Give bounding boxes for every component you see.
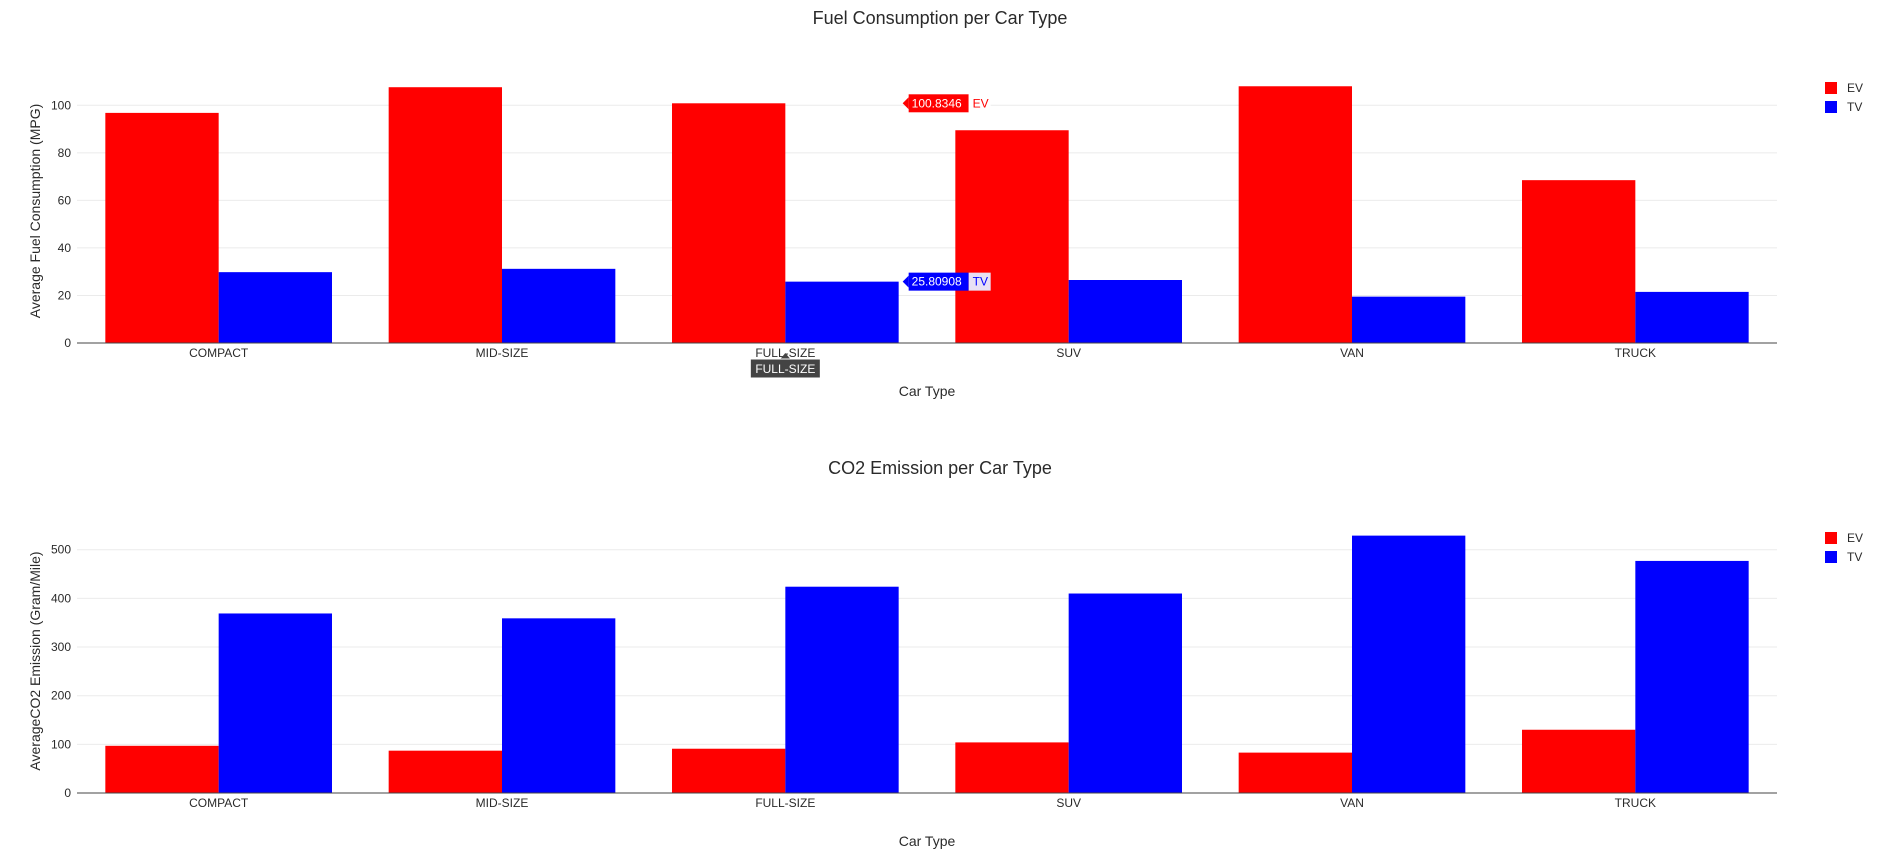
bar-tv-van[interactable]	[1352, 535, 1466, 793]
chart-title: CO2 Emission per Car Type	[828, 458, 1052, 478]
bar-ev-suv[interactable]	[955, 742, 1069, 793]
bar-tv-mid-size[interactable]	[502, 618, 616, 793]
x-tick-label: TRUCK	[1615, 346, 1656, 360]
y-axis-label: AverageCO2 Emission (Gram/Mile)	[27, 551, 43, 770]
bar-tv-van[interactable]	[1352, 296, 1466, 343]
bar-ev-van[interactable]	[1238, 752, 1352, 793]
legend-label-ev[interactable]: EV	[1847, 81, 1863, 95]
bar-tv-mid-size[interactable]	[502, 268, 616, 343]
hover-value-box	[908, 94, 969, 113]
y-tick-label: 100	[51, 98, 71, 112]
bar-ev-van[interactable]	[1238, 86, 1352, 344]
bar-ev-full-size[interactable]	[672, 748, 786, 793]
legend-label-tv[interactable]: TV	[1847, 550, 1862, 564]
x-tick-label: COMPACT	[189, 346, 249, 360]
hover-pointer	[780, 353, 791, 359]
bar-ev-truck[interactable]	[1522, 180, 1636, 343]
y-tick-label: 300	[51, 640, 71, 654]
x-tick-label: VAN	[1340, 346, 1364, 360]
x-tick-label: COMPACT	[189, 796, 249, 810]
hover-value-box	[908, 272, 969, 291]
hover-series-label: TV	[973, 275, 988, 289]
y-tick-label: 20	[58, 288, 72, 302]
y-tick-label: 60	[58, 193, 72, 207]
bar-tv-suv[interactable]	[1068, 593, 1182, 793]
bar-tv-full-size[interactable]	[785, 586, 899, 793]
hover-pointer	[902, 275, 909, 288]
hover-series-box	[968, 272, 991, 291]
bar-tv-full-size[interactable]	[785, 281, 899, 343]
bar-ev-mid-size[interactable]	[388, 87, 502, 343]
hover-pointer	[902, 97, 909, 110]
y-tick-label: 500	[51, 543, 71, 557]
hover-category-box	[749, 358, 821, 379]
hover-category-label: FULL-SIZE	[755, 362, 815, 376]
legend-label-tv[interactable]: TV	[1847, 100, 1862, 114]
y-tick-label: 0	[64, 786, 71, 800]
x-tick-label: TRUCK	[1615, 796, 1656, 810]
hover-series-label: EV	[973, 96, 989, 110]
fuel-consumption-chart: Fuel Consumption per Car Type 0 20 40 60 80 1…	[27, 8, 1863, 399]
y-tick-label: 0	[64, 336, 71, 350]
y-tick-label: 40	[58, 241, 72, 255]
y-axis-label: Average Fuel Consumption (MPG)	[27, 104, 43, 319]
y-tick-label: 100	[51, 737, 71, 751]
bar-ev-suv[interactable]	[955, 130, 1069, 343]
legend-swatch-tv[interactable]	[1825, 101, 1837, 113]
x-axis-label: Car Type	[899, 383, 956, 399]
x-tick-label: VAN	[1340, 796, 1364, 810]
x-tick-label: MID-SIZE	[476, 346, 529, 360]
y-tick-label: 200	[51, 689, 71, 703]
bar-tv-suv[interactable]	[1068, 280, 1182, 343]
bar-ev-compact[interactable]	[105, 112, 219, 343]
legend-swatch-ev[interactable]	[1825, 532, 1837, 544]
bar-tv-truck[interactable]	[1635, 560, 1749, 793]
x-tick-label: MID-SIZE	[476, 796, 529, 810]
legend-label-ev[interactable]: EV	[1847, 531, 1863, 545]
x-axis-label: Car Type	[899, 833, 956, 849]
bar-ev-mid-size[interactable]	[388, 750, 502, 793]
hover-series-box	[968, 94, 991, 113]
legend-swatch-tv[interactable]	[1825, 551, 1837, 563]
bar-ev-full-size[interactable]	[672, 103, 786, 344]
x-tick-label: SUV	[1056, 346, 1081, 360]
x-tick-label: SUV	[1056, 796, 1081, 810]
y-tick-label: 80	[58, 146, 72, 160]
bar-ev-truck[interactable]	[1522, 729, 1636, 793]
hover-value-label: 25.80908	[912, 275, 962, 289]
bar-tv-truck[interactable]	[1635, 291, 1749, 343]
bar-ev-compact[interactable]	[105, 745, 219, 793]
hover-value-label: 100.8346	[912, 96, 962, 110]
chart-title: Fuel Consumption per Car Type	[813, 8, 1068, 28]
co2-emission-chart: CO2 Emission per Car Type 0 100 200 300 400 5…	[27, 458, 1863, 849]
x-tick-label: FULL-SIZE	[755, 796, 815, 810]
bar-tv-compact[interactable]	[218, 272, 332, 343]
legend-swatch-ev[interactable]	[1825, 82, 1837, 94]
y-tick-label: 400	[51, 591, 71, 605]
bar-tv-compact[interactable]	[218, 613, 332, 793]
